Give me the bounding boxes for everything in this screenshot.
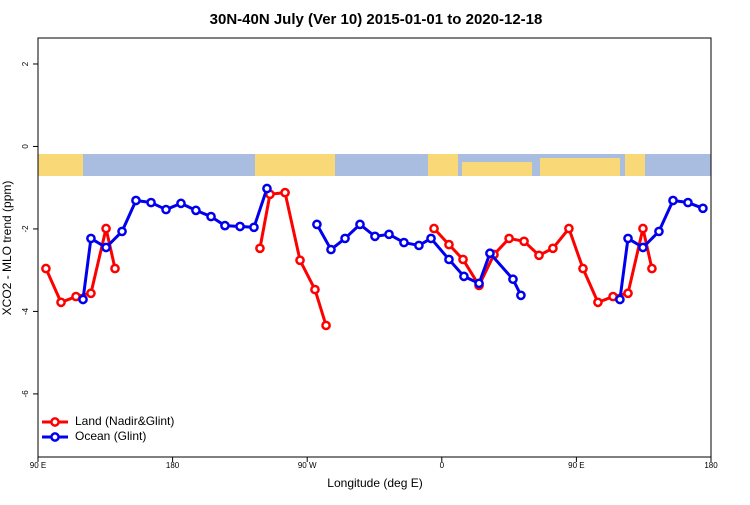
x-tick-label: 90 W: [298, 461, 317, 470]
data-point: [399, 237, 409, 248]
data-point: [176, 198, 186, 209]
data-point: [578, 263, 588, 274]
data-point: [534, 250, 544, 261]
data-point: [698, 203, 708, 214]
y-axis-label: XCO2 - MLO trend (ppm): [0, 181, 14, 316]
data-point: [101, 242, 111, 253]
data-point: [161, 204, 171, 215]
data-point: [370, 231, 380, 242]
data-point: [414, 240, 424, 251]
data-point: [623, 288, 633, 299]
data-point: [262, 183, 272, 194]
data-point: [474, 278, 484, 289]
data-point: [615, 294, 625, 305]
data-point: [638, 242, 648, 253]
data-point: [101, 223, 111, 234]
data-point: [485, 248, 495, 259]
data-point: [86, 233, 96, 244]
data-point: [321, 320, 331, 331]
data-point: [638, 223, 648, 234]
data-point: [206, 211, 216, 222]
data-point: [444, 239, 454, 250]
data-point: [647, 263, 657, 274]
data-point: [548, 243, 558, 254]
legend-label: Land (Nadir&Glint): [75, 414, 174, 428]
x-tick-label: 0: [440, 461, 445, 470]
data-point: [191, 205, 201, 216]
y-tick-label: -4: [21, 307, 30, 315]
series-line: [81, 188, 704, 300]
y-tick-label: 0: [21, 144, 30, 149]
data-point: [56, 297, 66, 308]
data-point: [668, 195, 678, 206]
data-point: [426, 233, 436, 244]
data-point: [131, 195, 141, 206]
x-tick-label: 90 E: [30, 461, 46, 470]
data-point: [593, 297, 603, 308]
data-point: [508, 274, 518, 285]
data-point: [654, 226, 664, 237]
data-point: [86, 288, 96, 299]
data-point: [295, 255, 305, 266]
legend-label: Ocean (Glint): [75, 429, 146, 443]
series-line: [44, 191, 654, 326]
legend-marker: [50, 432, 60, 442]
data-point: [519, 236, 529, 247]
data-point: [220, 220, 230, 231]
data-point: [384, 229, 394, 240]
data-point: [249, 222, 259, 233]
data-point: [623, 233, 633, 244]
data-point: [326, 244, 336, 255]
data-point: [459, 271, 469, 282]
data-point: [683, 197, 693, 208]
data-point: [78, 294, 88, 305]
y-tick-label: -6: [21, 390, 30, 398]
data-point: [429, 223, 439, 234]
data-point: [355, 219, 365, 230]
data-point: [117, 226, 127, 237]
data-point: [564, 223, 574, 234]
data-point: [458, 254, 468, 265]
data-point: [310, 284, 320, 295]
data-point: [235, 221, 245, 232]
data-point: [41, 263, 51, 274]
x-axis-label: Longitude (deg E): [327, 476, 422, 490]
data-point: [280, 187, 290, 198]
data-point: [340, 233, 350, 244]
chart-title: 30N-40N July (Ver 10) 2015-01-01 to 2020…: [210, 11, 543, 28]
x-tick-label: 180: [166, 461, 180, 470]
y-tick-label: 2: [21, 61, 30, 66]
map-strip: [38, 154, 711, 176]
data-point: [516, 290, 526, 301]
x-tick-label: 180: [704, 461, 718, 470]
data-point: [255, 243, 265, 254]
data-point: [110, 263, 120, 274]
x-tick-label: 90 E: [568, 461, 584, 470]
plot-frame: [37, 37, 712, 458]
data-point: [504, 233, 514, 244]
legend-marker: [50, 417, 60, 427]
y-tick-label: -2: [21, 225, 30, 233]
data-point: [444, 254, 454, 265]
data-point: [312, 219, 322, 230]
data-point: [146, 197, 156, 208]
